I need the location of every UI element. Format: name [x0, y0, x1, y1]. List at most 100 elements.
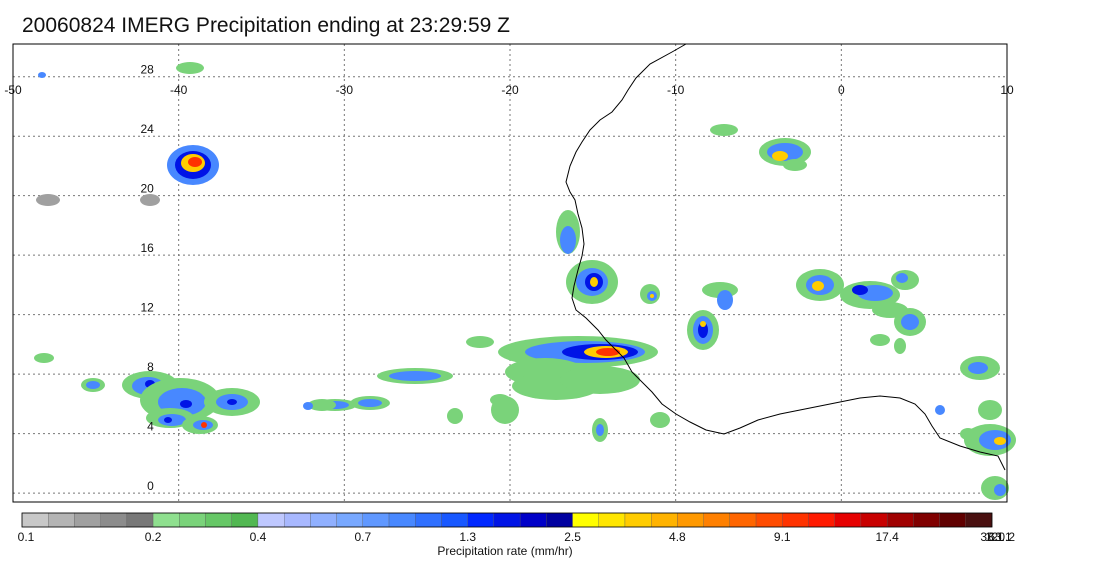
- latitude-labels: 0 4 8 12 16 20 24 28: [140, 63, 154, 493]
- west-africa-coastline: [565, 43, 1006, 471]
- colorbar-tick-label: 2.5: [564, 530, 581, 544]
- colorbar-swatch: [441, 512, 468, 528]
- precip-cell: [968, 362, 988, 374]
- map-title: 20060824 IMERG Precipitation ending at 2…: [22, 14, 510, 37]
- precip-cell: [86, 381, 100, 389]
- precip-cell: [201, 422, 207, 428]
- colorbar-swatch: [231, 512, 259, 528]
- lat-tick-label: 0: [147, 479, 154, 493]
- colorbar-swatch: [48, 512, 75, 528]
- colorbar-tick-label: 0.1: [18, 530, 35, 544]
- colorbar-tick-label: 1.3: [459, 530, 476, 544]
- coastline: [565, 43, 1006, 471]
- colorbar-swatch: [886, 512, 914, 528]
- lat-tick-label: 8: [147, 360, 154, 374]
- precip-cell: [935, 405, 945, 415]
- precip-cell: [590, 277, 598, 287]
- colorbar-label: Precipitation rate (mm/hr): [437, 544, 572, 558]
- lat-tick-label: 28: [140, 63, 154, 77]
- colorbar-tick-label: 33.1: [980, 530, 1004, 544]
- colorbar-tick-label: 17.4: [875, 530, 899, 544]
- colorbar-swatch: [336, 512, 363, 528]
- precip-cell: [180, 400, 192, 408]
- colorbar-swatch: [100, 512, 128, 528]
- colorbar-swatch: [808, 512, 835, 528]
- colorbar-swatch: [572, 512, 599, 528]
- precip-cell: [994, 484, 1006, 496]
- precip-cell: [596, 348, 620, 356]
- colorbar-frame: [21, 512, 993, 528]
- colorbar-swatch: [965, 512, 993, 528]
- precip-cell: [176, 62, 204, 74]
- colorbar-swatch: [388, 512, 416, 528]
- precip-cell: [560, 366, 640, 394]
- precip-cell: [870, 334, 890, 346]
- precip-cell: [164, 417, 172, 423]
- colorbar-swatch: [179, 512, 206, 528]
- precip-cell: [812, 281, 824, 291]
- precip-cell: [34, 353, 54, 363]
- lon-tick-label: -20: [501, 83, 519, 97]
- lat-tick-label: 24: [140, 122, 154, 136]
- colorbar-swatch: [519, 512, 547, 528]
- precip-cell: [894, 338, 906, 354]
- colorbar-swatch: [939, 512, 966, 528]
- precip-cell: [960, 428, 976, 440]
- colorbar-swatch: [624, 512, 652, 528]
- colorbar-tick-label: 9.1: [774, 530, 791, 544]
- precip-cell: [447, 408, 463, 424]
- precip-cell: [466, 336, 494, 348]
- precip-cell: [896, 273, 908, 283]
- lat-tick-label: 4: [147, 420, 154, 434]
- precip-cell: [852, 285, 868, 295]
- map-gridlines: [13, 44, 1007, 502]
- colorbar-swatch: [310, 512, 337, 528]
- lon-tick-label: -10: [667, 83, 685, 97]
- colorbar-tick-label: 4.8: [669, 530, 686, 544]
- colorbar-swatch: [729, 512, 757, 528]
- precip-cell: [700, 321, 706, 327]
- precip-cell: [650, 294, 654, 298]
- colorbar: 0.1 0.2 0.4 0.7 1.3 2.5 4.8 9.1 17.4 33.163.1120.…: [18, 512, 1015, 544]
- precip-cell: [38, 72, 46, 78]
- precip-cell: [358, 399, 382, 407]
- lon-tick-label: -40: [170, 83, 188, 97]
- map-frame: [12, 43, 1008, 503]
- precip-cell: [560, 226, 576, 254]
- precipitation-cells: [34, 62, 1016, 500]
- colorbar-swatch: [755, 512, 783, 528]
- colorbar-swatch: [677, 512, 704, 528]
- precip-cell: [490, 394, 510, 406]
- colorbar-swatch: [913, 512, 940, 528]
- colorbar-tick-label: 0.7: [354, 530, 371, 544]
- precip-cell: [188, 157, 202, 167]
- precip-cell: [978, 400, 1002, 420]
- lat-tick-label: 12: [140, 301, 154, 315]
- precip-cell: [698, 322, 708, 338]
- lat-tick-label: 20: [140, 182, 154, 196]
- colorbar-tick-label: 120.2: [985, 530, 1015, 544]
- colorbar-swatch: [598, 512, 626, 528]
- precip-cell: [389, 371, 441, 381]
- precip-cell: [783, 159, 807, 171]
- colorbar-swatch: [651, 512, 678, 528]
- colorbar-swatch: [21, 512, 49, 528]
- colorbar-swatch: [834, 512, 862, 528]
- precip-cell: [872, 302, 908, 318]
- precip-cell: [596, 424, 604, 436]
- precip-cell: [717, 290, 733, 310]
- colorbar-swatch: [284, 512, 311, 528]
- colorbar-swatch: [467, 512, 495, 528]
- precip-cell: [901, 314, 919, 330]
- lon-tick-label: -30: [336, 83, 354, 97]
- colorbar-tick-label: 0.4: [250, 530, 267, 544]
- precip-cell: [140, 194, 160, 206]
- lat-tick-label: 16: [140, 241, 154, 255]
- colorbar-swatch: [546, 512, 573, 528]
- colorbar-swatch: [74, 512, 101, 528]
- colorbar-swatch: [152, 512, 180, 528]
- colorbar-swatch: [493, 512, 521, 528]
- precip-cell: [772, 151, 788, 161]
- precip-cell: [36, 194, 60, 206]
